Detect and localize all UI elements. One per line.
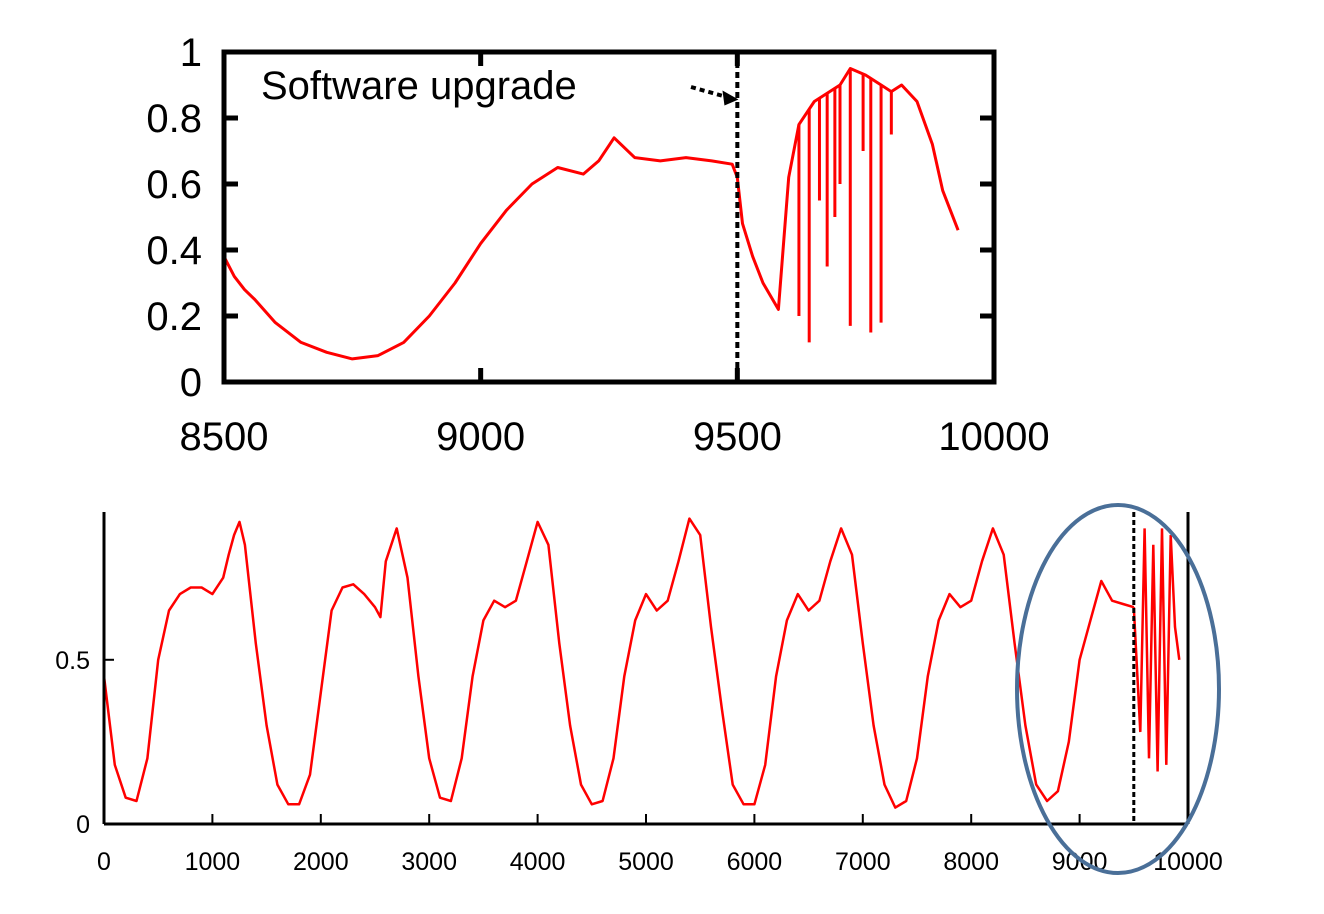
- zoom-y-tick-label: 0.8: [146, 97, 202, 141]
- zoom-chart: 8500 9000 9500 10000 0 0.2 0.4 0.6 0.8 1 Softwar…: [146, 31, 1049, 459]
- zoom-y-tick-label: 1: [180, 31, 202, 75]
- zoom-series-line: [222, 67, 960, 361]
- zoom-x-ticks: 8500 9000 9500 10000: [180, 52, 1050, 459]
- zoom-y-tick-label: 0.6: [146, 163, 202, 207]
- full-x-tick-label: 0: [97, 848, 111, 876]
- full-x-ticks: 0 1000 2000 3000 4000 5000 6000 7000 8000 9000 100…: [97, 814, 1223, 876]
- highlight-ellipse: [1015, 503, 1221, 875]
- full-y-tick-label: 0: [76, 811, 90, 839]
- full-x-tick-label: 2000: [293, 848, 349, 876]
- zoom-x-tick-label: 10000: [938, 415, 1049, 459]
- full-y-ticks: 00.5: [55, 647, 114, 839]
- full-series-0: [102, 517, 1135, 809]
- zoom-series-0: [222, 67, 960, 361]
- zoom-plot-frame: [221, 49, 997, 385]
- zoom-x-tick-label: 9000: [436, 415, 525, 459]
- zoom-spikes: [797, 68, 893, 343]
- full-x-tick-label: 4000: [510, 848, 566, 876]
- full-chart: 0 1000 2000 3000 4000 5000 6000 7000 8000 9000 100…: [55, 503, 1223, 876]
- full-x-tick-label: 3000: [401, 848, 457, 876]
- zoom-y-tick-label: 0: [180, 361, 202, 405]
- annotation-arrowhead: [722, 90, 739, 106]
- full-spike-trace: [1132, 528, 1181, 772]
- full-x-tick-label: 1000: [185, 848, 241, 876]
- full-spikes: [1132, 528, 1181, 772]
- full-series-line: [102, 517, 1135, 809]
- full-y-tick-label: 0.5: [55, 647, 90, 675]
- full-x-tick-label: 5000: [618, 848, 674, 876]
- full-x-tick-label: 6000: [727, 848, 783, 876]
- full-x-tick-label: 8000: [943, 848, 999, 876]
- zoom-y-tick-label: 0.2: [146, 295, 202, 339]
- zoom-x-tick-label: 9500: [693, 415, 782, 459]
- annotation-arrow: [690, 85, 730, 100]
- software-upgrade-annotation: Software upgrade: [261, 64, 577, 108]
- zoom-y-ticks: 0 0.2 0.4 0.6 0.8 1: [146, 31, 994, 405]
- zoom-x-tick-label: 8500: [180, 415, 269, 459]
- zoom-y-tick-label: 0.4: [146, 229, 202, 273]
- full-x-tick-label: 7000: [835, 848, 891, 876]
